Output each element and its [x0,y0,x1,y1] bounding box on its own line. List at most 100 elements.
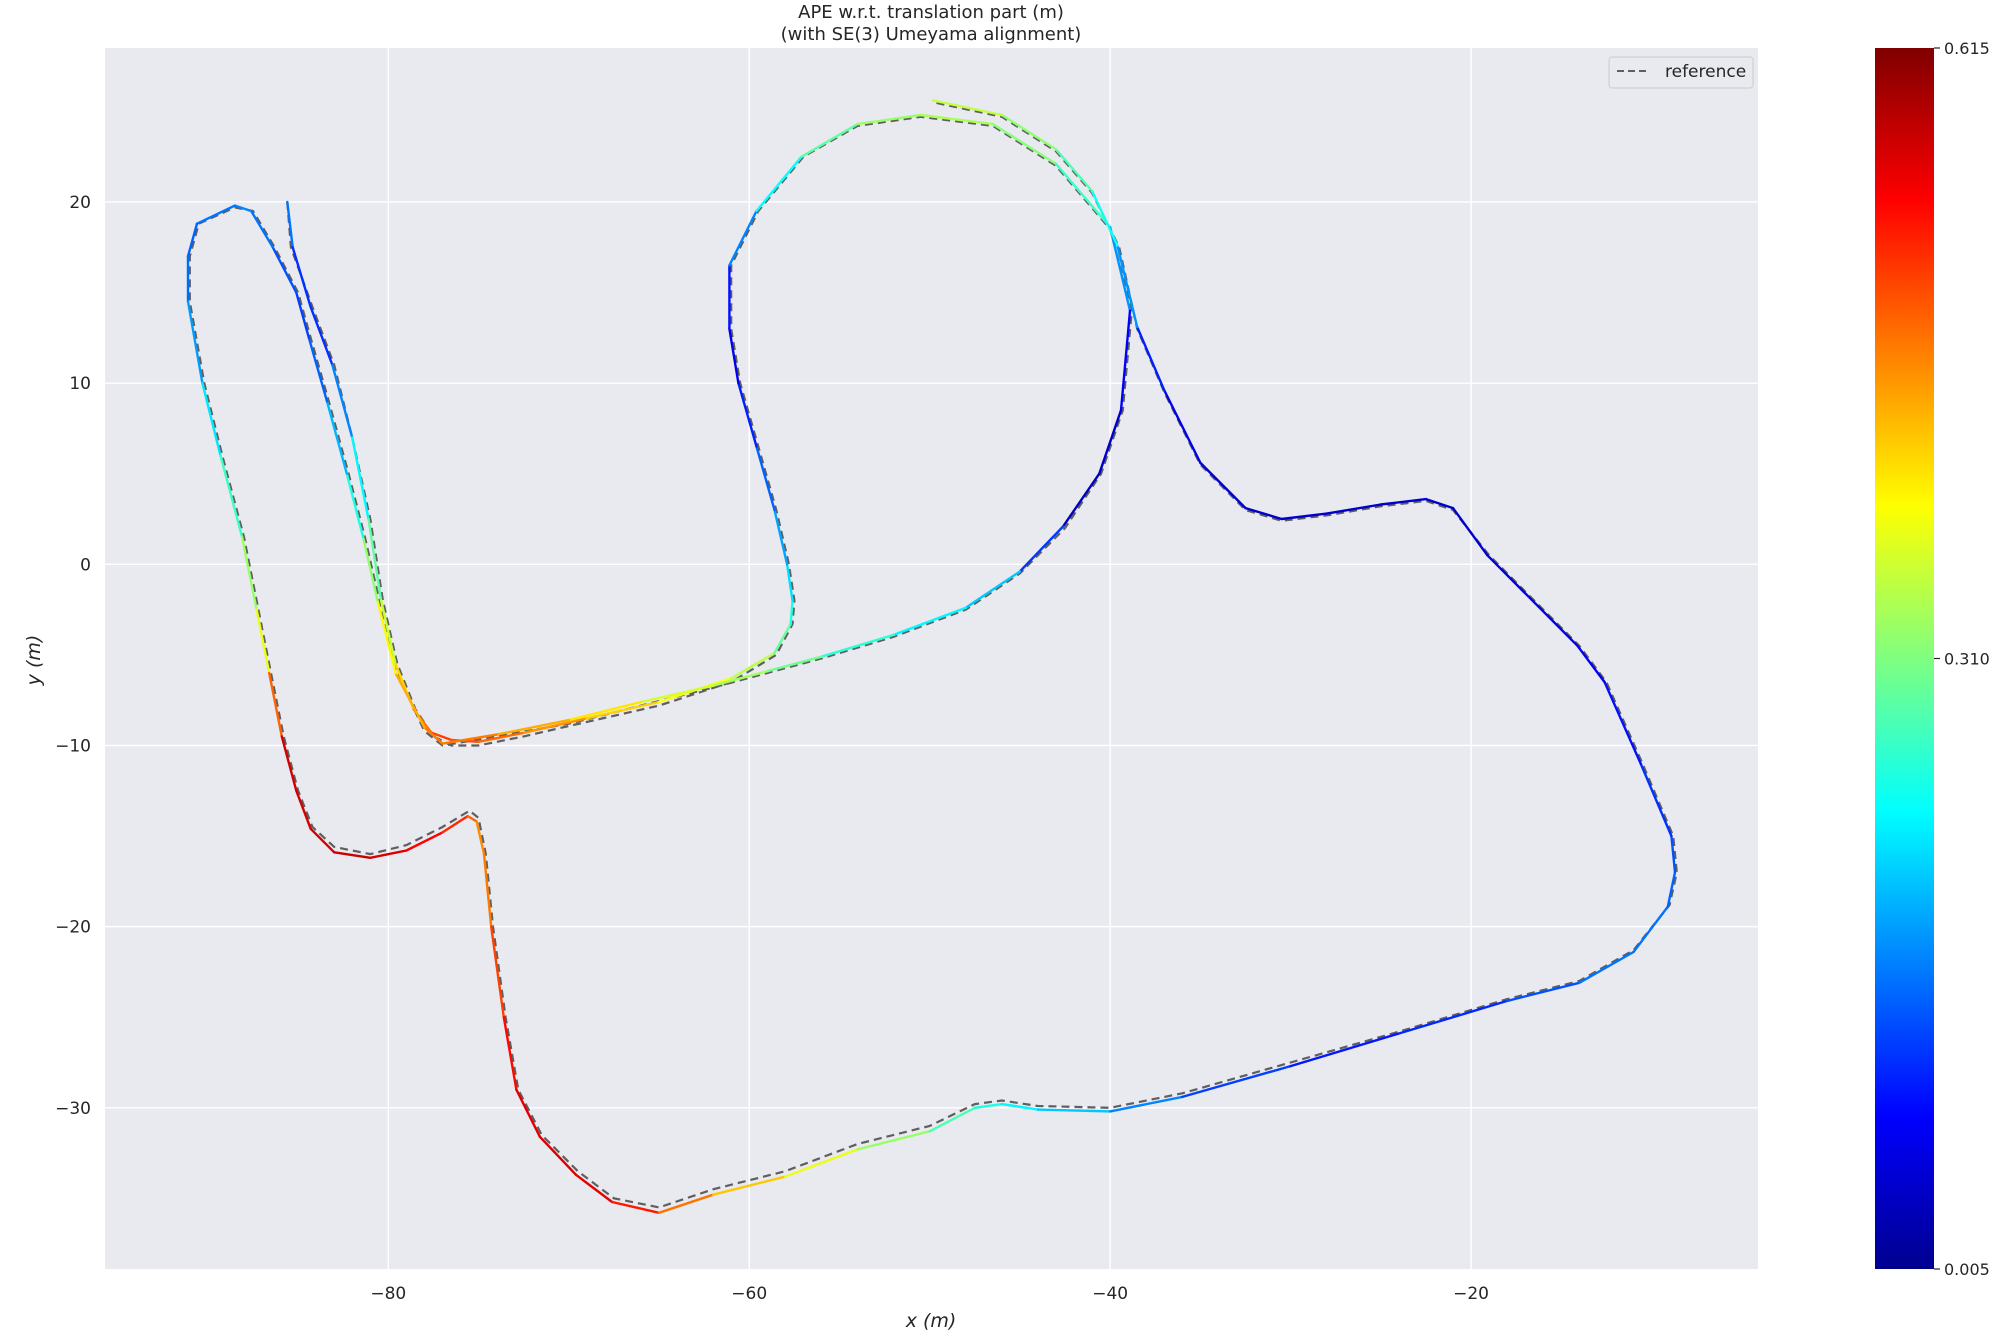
estimate-segment [1199,461,1247,510]
estimate-segment [376,599,397,675]
estimate-segment [195,204,237,225]
estimate-segment [1108,226,1132,312]
legend: reference [1608,56,1754,89]
estimate-segment [482,852,493,928]
estimate-segment [538,1135,578,1177]
estimate-segment [1578,950,1635,984]
estimate-segment [1054,148,1094,193]
estimate-segment [219,454,244,539]
x-axis-ticks: −80 −60 −40 −20 [370,1284,1489,1304]
estimate-segment [249,209,274,249]
estimate-segment [1280,512,1328,521]
estimate-segment [1486,554,1525,593]
estimate-segment [1379,497,1428,506]
estimate-segment [820,633,895,658]
colorbar-ticks: 0.615 0.310 0.005 [1934,39,1990,1279]
estimate-segment [466,814,478,823]
estimate-segment [345,472,365,539]
estimate-segment [309,305,334,367]
estimate-segment [240,535,258,611]
estimate-segment [1639,762,1673,838]
estimate-segment [351,436,370,521]
colorbar: 0.615 0.310 0.005 [1875,39,1990,1279]
y-tick-label: 20 [69,193,91,213]
estimate-segment [755,445,776,512]
estimate-segment [789,599,794,626]
estimate-segment [973,1102,1004,1110]
estimate-segment [286,200,294,249]
estimate-segment [1000,113,1058,151]
estimate-segment [1451,506,1489,557]
estimate-segment [271,246,298,294]
estimate-segment [856,113,922,126]
estimate-segment [755,155,803,213]
estimate-segment [928,1106,976,1133]
x-tick-label: −80 [370,1284,406,1304]
estimate-segment [255,608,271,675]
estimate-segment [309,827,336,854]
estimated-trajectory [186,99,1677,1215]
estimate-segment [268,671,283,738]
y-tick-label: −20 [55,918,91,938]
estimate-segment [856,1130,931,1151]
chart-title: APE w.r.t. translation part (m) [798,2,1064,23]
estimate-segment [585,700,661,720]
estimate-segment [441,733,498,745]
estimate-segment [1325,503,1383,515]
estimate-segment [610,1200,661,1215]
estimate-segment [1289,1032,1401,1068]
estimate-segment [1244,506,1283,521]
x-axis-label: x (m) [905,1310,957,1332]
estimate-segment [567,700,643,722]
estimate-segment [1632,905,1670,954]
estimate-segment [1181,1064,1292,1099]
estimate-segment [728,209,758,267]
y-tick-label: −30 [55,1099,91,1119]
estimate-segment [1000,1102,1040,1111]
estimate-segment [394,671,426,729]
estimate-segment [490,925,505,1019]
estimate-segment [233,204,253,213]
legend-box [1608,56,1754,89]
estimate-segment [495,718,570,736]
legend-reference-label: reference [1665,62,1746,82]
x-tick-label: −40 [1092,1284,1128,1304]
colorbar-tick-label: 0.310 [1944,650,1990,669]
x-tick-label: −20 [1453,1284,1489,1304]
grid-lines [105,48,1758,1269]
estimate-segment [1397,999,1509,1035]
estimate-segment [766,655,823,673]
estimate-segment [1108,1095,1184,1113]
colorbar-tick-label: 0.615 [1944,39,1990,58]
y-tick-label: 0 [80,555,91,575]
estimate-segment [1098,409,1123,475]
estimate-segment [1576,644,1606,684]
estimate-segment [1119,309,1132,412]
estimate-segment [711,1175,787,1196]
estimate-segment [773,508,789,566]
estimate-segment [1666,871,1677,908]
estimate-segment [1090,189,1119,247]
estimate-segment [785,563,794,602]
estimate-segment [1522,590,1579,647]
x-tick-label: −60 [731,1284,767,1304]
estimate-segment [800,122,859,158]
estimate-segment [639,684,715,704]
estimate-segment [657,1193,715,1215]
estimate-segment [423,726,444,745]
estimate-segment [1135,325,1166,392]
y-axis-ticks: 20 10 0 −10 −20 −30 [55,193,91,1119]
estimate-segment [1603,680,1642,765]
estimate-segment [711,670,769,687]
estimate-segment [475,820,486,856]
estimate-segment [502,1016,518,1091]
estimate-segment [932,99,1004,117]
estimate-segment [574,1173,614,1204]
estimate-segment [1163,389,1202,465]
estimate-segment [186,222,199,258]
estimate-segment [515,1088,542,1139]
estimate-segment [186,300,204,385]
colorbar-tick-label: 0.005 [1944,1260,1990,1279]
estimate-segment [430,731,453,742]
